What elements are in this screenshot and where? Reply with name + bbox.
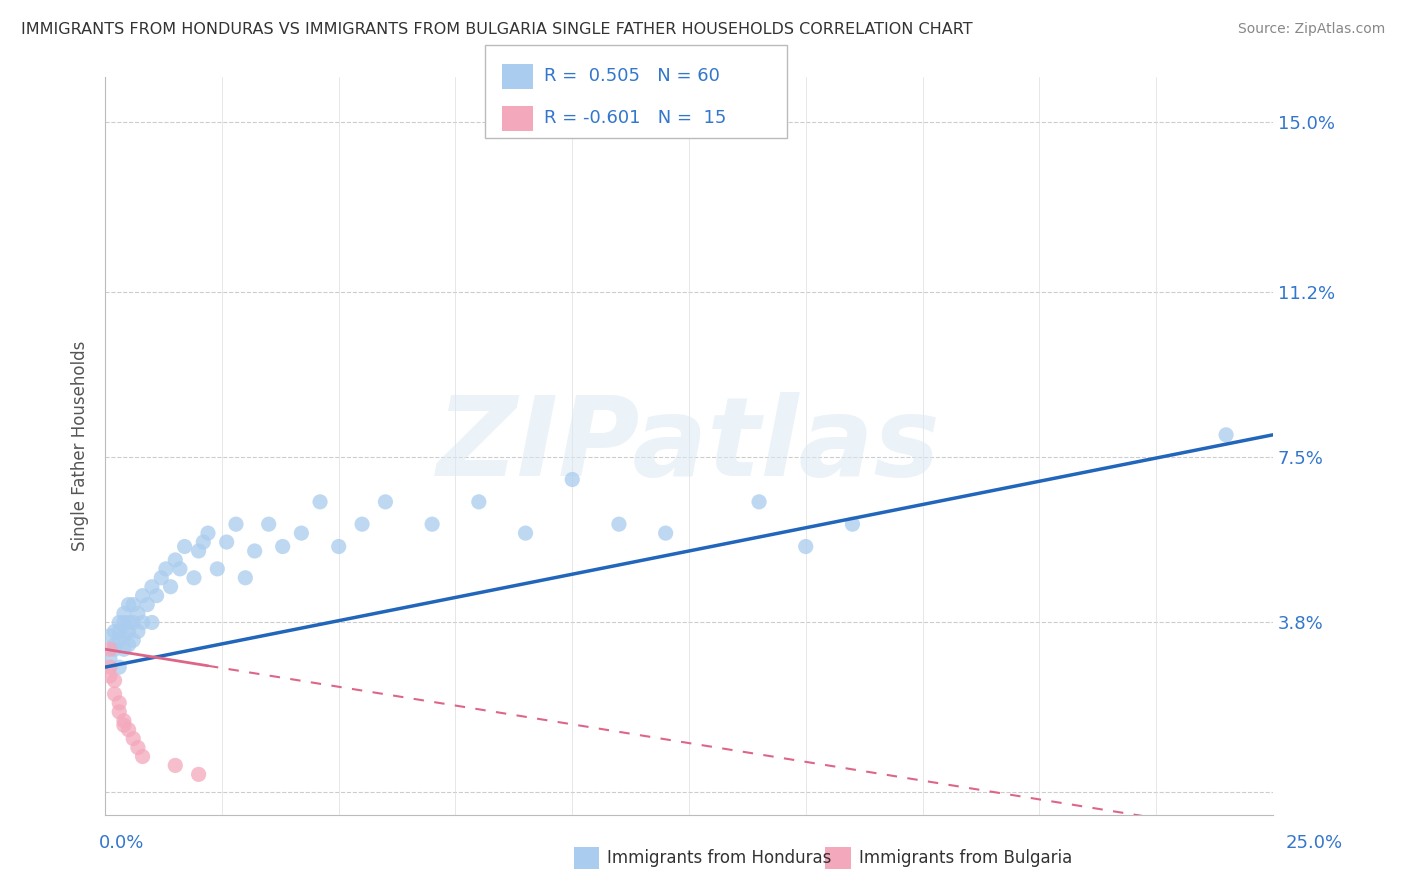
Point [98,651,121,665]
Point [468,495,491,509]
Point [117,598,139,612]
Y-axis label: Single Father Households: Single Father Households [72,341,89,551]
Point [145,589,167,603]
Text: R =  0.505   N = 60: R = 0.505 N = 60 [544,67,720,85]
Point [141,615,163,630]
Point [183,571,205,585]
Text: 0.0%: 0.0% [98,834,143,852]
Point [108,696,131,710]
Point [127,607,149,621]
Point [233,571,256,585]
Point [352,517,374,532]
Text: 25.0%: 25.0% [1285,834,1343,852]
Point [197,526,219,541]
Point [748,495,770,509]
Point [193,535,215,549]
Point [243,544,266,558]
Point [112,714,135,728]
Point [841,517,863,532]
Point [561,473,583,487]
Point [108,660,131,674]
Point [117,638,139,652]
Point [207,562,229,576]
Point [155,562,177,576]
Point [103,687,125,701]
Point [127,624,149,639]
Point [136,598,159,612]
Point [654,526,676,541]
Point [141,580,163,594]
Point [374,495,396,509]
Point [122,633,145,648]
Point [794,540,817,554]
Point [103,638,125,652]
Point [98,669,121,683]
Text: IMMIGRANTS FROM HONDURAS VS IMMIGRANTS FROM BULGARIA SINGLE FATHER HOUSEHOLDS CO: IMMIGRANTS FROM HONDURAS VS IMMIGRANTS F… [21,22,973,37]
Point [112,615,135,630]
Point [515,526,537,541]
Point [187,544,209,558]
Point [98,629,121,643]
Point [108,624,131,639]
Point [131,749,153,764]
Point [122,615,145,630]
Point [117,624,139,639]
Point [103,673,125,688]
Point [165,758,187,772]
Point [112,629,135,643]
Point [607,517,630,532]
Point [112,607,135,621]
Point [108,633,131,648]
Point [98,660,121,674]
Point [98,642,121,657]
Text: Source: ZipAtlas.com: Source: ZipAtlas.com [1237,22,1385,37]
Text: Immigrants from Bulgaria: Immigrants from Bulgaria [859,849,1073,867]
Text: ZIPatlas: ZIPatlas [437,392,941,500]
Point [159,580,181,594]
Point [187,767,209,781]
Point [290,526,312,541]
Point [328,540,350,554]
Point [225,517,247,532]
Text: Immigrants from Honduras: Immigrants from Honduras [607,849,832,867]
Point [122,731,145,746]
Point [127,740,149,755]
Point [1215,427,1237,442]
Point [117,615,139,630]
Text: R = -0.601   N =  15: R = -0.601 N = 15 [544,109,727,127]
Point [150,571,173,585]
Point [103,624,125,639]
Point [108,615,131,630]
Point [117,723,139,737]
Point [112,718,135,732]
Point [103,642,125,657]
Point [169,562,191,576]
Point [420,517,443,532]
Point [271,540,294,554]
Point [257,517,280,532]
Point [173,540,195,554]
Point [122,598,145,612]
Point [131,589,153,603]
Point [108,705,131,719]
Point [309,495,332,509]
Point [165,553,187,567]
Point [215,535,238,549]
Point [112,642,135,657]
Point [131,615,153,630]
